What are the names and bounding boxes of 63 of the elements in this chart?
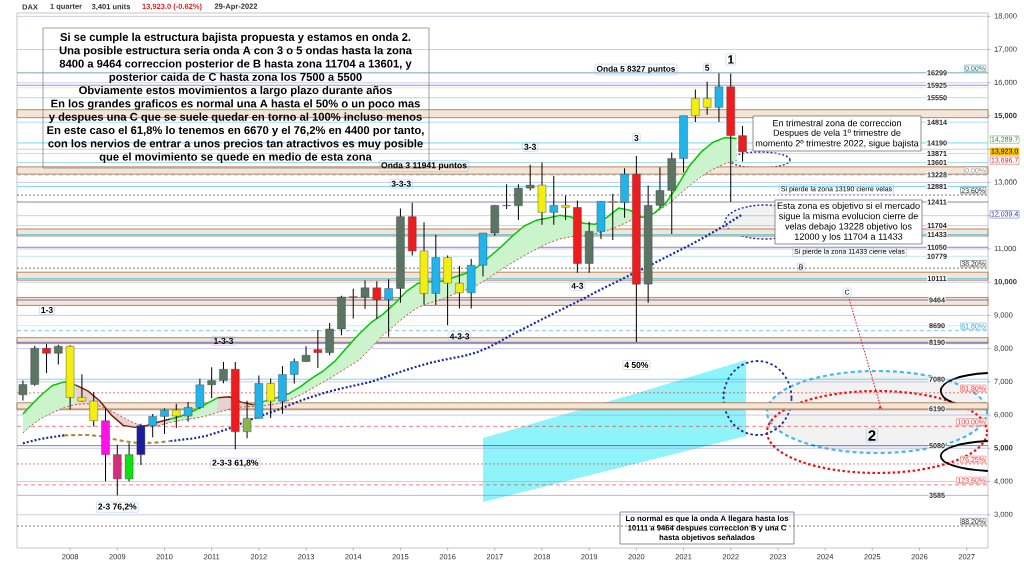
- annotation: 2: [868, 430, 876, 441]
- candlestick: [242, 400, 252, 439]
- annotation: 4-3: [571, 282, 584, 289]
- candlestick: [502, 183, 511, 210]
- annotation: 3: [634, 134, 639, 141]
- candlestick: [219, 361, 228, 384]
- candlestick: [160, 407, 169, 435]
- annotation: velas debajo 13228 objetivo los: [785, 222, 912, 232]
- annotation: Despues de vela 1º trimestre de: [773, 129, 901, 138]
- candlestick: [325, 322, 334, 356]
- candlestick: [561, 194, 570, 221]
- annotation: 1-3: [41, 306, 53, 314]
- annotation: 3-3: [524, 143, 537, 150]
- candlestick: [608, 193, 617, 241]
- candlestick: [738, 125, 747, 163]
- candlestick: [301, 345, 311, 363]
- annotation: Una posible estructura seria onda A con 3 o 5 ondas hasta la zona: [59, 46, 413, 57]
- annotation: sigue la misma evolucion cierre de: [778, 212, 918, 222]
- annotation: 4 50%: [624, 361, 649, 368]
- annotation: Onda 3 11941 puntos: [381, 161, 467, 171]
- candlestick: [183, 401, 193, 423]
- candlestick: [54, 344, 63, 366]
- annotation: 2-3-3 61,8%: [212, 459, 259, 467]
- annotation: momento 2º trimestre 2022, sigue bajista: [755, 139, 919, 149]
- candlestick: [360, 280, 370, 310]
- candlestick: [89, 391, 98, 427]
- candlestick: [372, 280, 382, 320]
- annotation: 1: [728, 55, 734, 64]
- candlestick: [42, 343, 51, 374]
- annotation: En los grandes graficos es normal una A hasta el 50% o un poco mas: [51, 99, 420, 110]
- candlestick: [148, 413, 157, 438]
- annotation: 2-3 76,2%: [98, 503, 137, 511]
- annotation: Esta zona es objetivo si el mercado: [777, 202, 920, 211]
- annotation: 1-3-3: [214, 337, 234, 344]
- candlestick: [691, 88, 700, 123]
- annotation: con los nervios de entrar a unos precios tan atractivos es muy posible: [48, 139, 423, 150]
- candlestick: [207, 366, 216, 399]
- annotation: 4-3-3: [449, 333, 470, 340]
- candlestick: [525, 164, 535, 191]
- annotation: Obviamente estos movimientos a largo plazo durante años: [79, 85, 392, 97]
- candlestick: [266, 378, 275, 419]
- line-series: [63, 433, 172, 445]
- annotation: 5: [705, 64, 710, 71]
- annotation: posterior caida de C hasta zona los 7500 a 5500: [109, 72, 362, 84]
- candlestick: [349, 288, 358, 319]
- candlestick: [18, 380, 28, 401]
- annotation: 12000 y los 11704 a 11433: [794, 233, 903, 242]
- annotation: que el movimiento se quede en medio de esta zona: [99, 152, 372, 163]
- candlestick: [714, 72, 724, 123]
- candlestick: [702, 81, 712, 116]
- annotation: 8400 a 9464 correccion posterior de B hasta zona 11704 a 13601, y: [59, 59, 412, 70]
- annotation: Onda 5 8327 puntos: [596, 65, 676, 74]
- candlestick: [514, 183, 523, 221]
- candlestick: [455, 265, 464, 309]
- annotation: En trimestral zona de correccion: [773, 119, 901, 127]
- annotation: Si se cumple la estructura bajista propuesta y estamos en onda 2.: [60, 32, 411, 44]
- annotation: En este caso el 61,8% lo tenemos en 6670 y el 76,2% en 4400 por tanto,: [47, 125, 424, 137]
- candlestick: [77, 373, 87, 403]
- annotation: y despues una C que se suele quedar en torno al 100% incluso menos: [48, 112, 422, 124]
- candlestick: [172, 403, 181, 429]
- annotation: 3-3-3: [391, 180, 411, 187]
- candlestick: [313, 329, 323, 369]
- candlestick: [655, 166, 665, 209]
